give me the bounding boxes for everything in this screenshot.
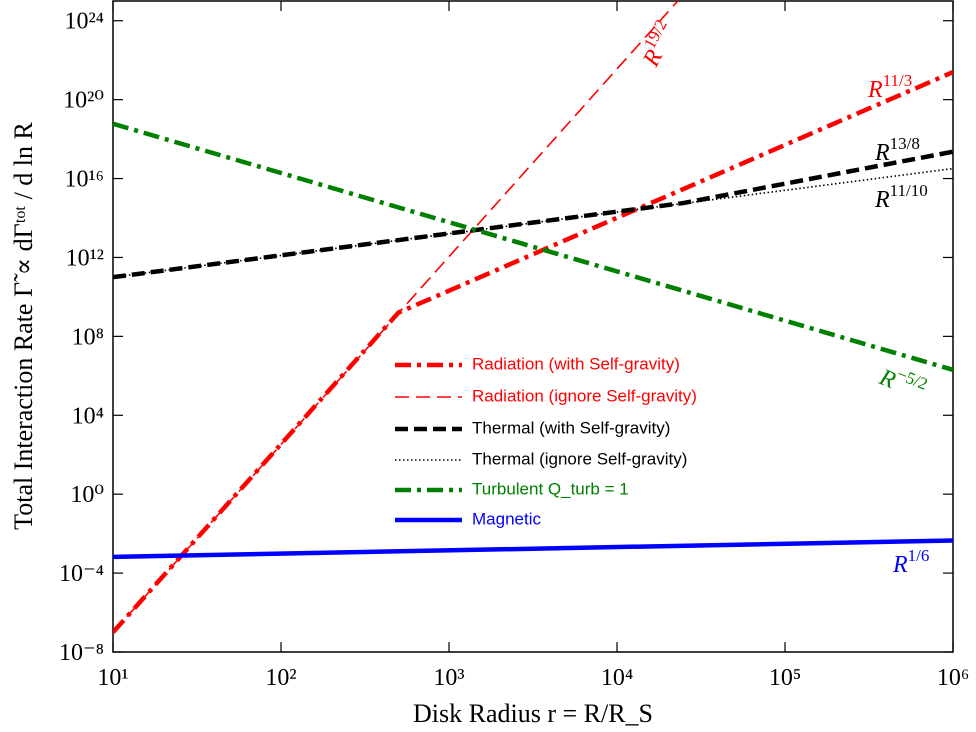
- x-tick-label: 10⁴: [601, 665, 633, 691]
- x-axis-label: Disk Radius r = R/R_S: [413, 699, 653, 728]
- x-tick-label: 10²: [265, 665, 296, 691]
- annotation-exponent: −5/2: [894, 364, 930, 393]
- y-tick-label: 10⁴: [72, 403, 104, 429]
- legend-label: Thermal (ignore Self-gravity): [472, 449, 687, 468]
- y-tick-label: 10¹⁶: [64, 167, 104, 193]
- plot-area: [113, 1, 953, 634]
- y-tick-label: 10¹²: [66, 245, 104, 271]
- annotation-base: R: [892, 552, 908, 578]
- legend-label: Thermal (with Self-gravity): [472, 418, 670, 437]
- annotation-exponent: 19/2: [640, 16, 671, 52]
- x-tick-label: 10¹: [97, 665, 128, 691]
- legend-label: Magnetic: [472, 509, 541, 528]
- series-line: [113, 149, 953, 280]
- x-tick-label: 10³: [433, 665, 464, 691]
- legend-label: Radiation (with Self-gravity): [472, 354, 680, 373]
- annotation: R13/8: [874, 134, 920, 166]
- y-tick-label: 10²⁴: [64, 9, 104, 35]
- y-tick-label: 10²⁰: [63, 88, 104, 114]
- annotation-exponent: 13/8: [890, 134, 920, 153]
- x-tick-label: 10⁵: [769, 665, 801, 691]
- plot-frame: [112, 0, 954, 653]
- y-axis-label: Total Interaction Rate Γ̃ ∝ dΓᵗᵒᵗ / d ln…: [9, 121, 38, 529]
- annotation-base: R: [867, 77, 883, 103]
- y-tick-label: 10⁻⁸: [59, 640, 104, 666]
- series-line: [113, 167, 953, 278]
- series-line: [113, 538, 953, 560]
- annotation: R11/3: [867, 71, 912, 103]
- annotation-base: R: [874, 140, 890, 166]
- legend-label: Radiation (ignore Self-gravity): [472, 386, 697, 405]
- y-tick-label: 10⁰: [70, 482, 104, 508]
- annotation-exponent: 11/10: [890, 181, 928, 200]
- annotation: R11/10: [874, 181, 928, 213]
- annotation-exponent: 1/6: [908, 546, 930, 565]
- annotation: R−5/2: [875, 359, 931, 406]
- x-tick-label: 10⁶: [937, 665, 969, 691]
- series-line: [113, 1, 679, 633]
- annotation: R19/2: [633, 16, 683, 72]
- y-tick-label: 10⁸: [72, 324, 104, 350]
- legend-label: Turbulent Q_turb = 1: [472, 479, 629, 498]
- annotation-base: R: [874, 187, 890, 213]
- annotation-exponent: 11/3: [883, 71, 913, 90]
- series-line: [113, 121, 953, 373]
- y-tick-label: 10⁻⁴: [59, 561, 104, 587]
- annotation: R1/6: [892, 546, 929, 578]
